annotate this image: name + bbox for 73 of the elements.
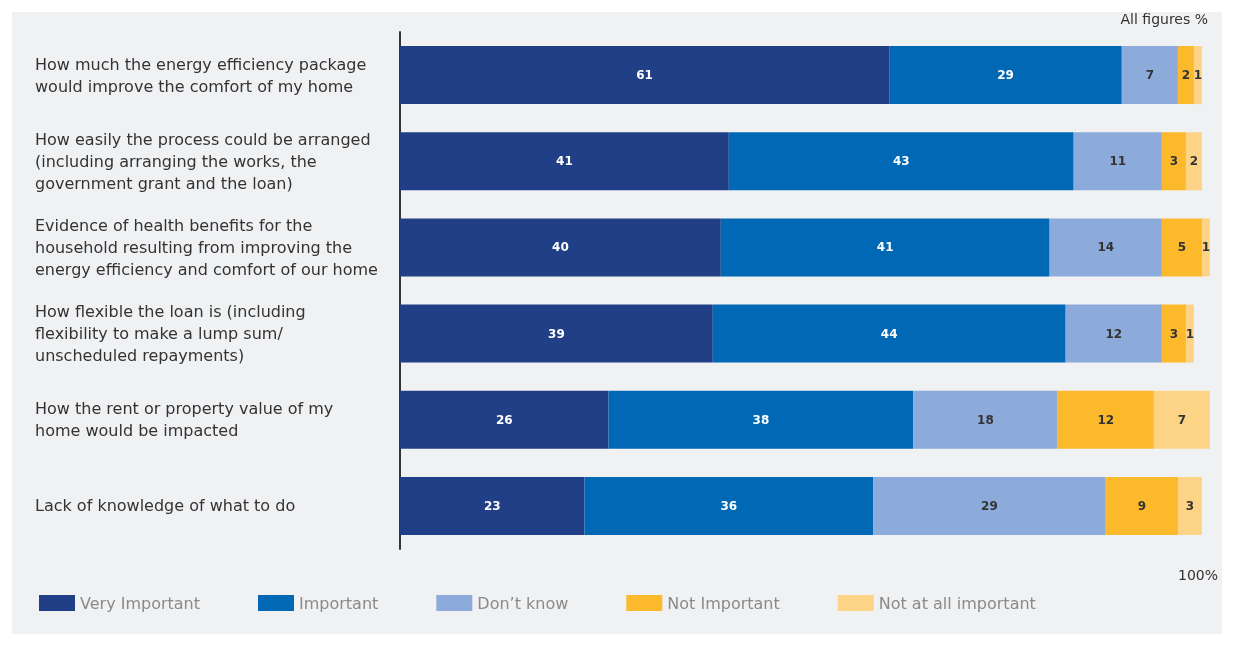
data-label: 9	[1137, 498, 1147, 513]
data-label: 3	[1185, 498, 1195, 513]
y-tick-label: How flexible the loan is (including flexibility to make a lump sum/ unscheduled repayments)	[35, 302, 311, 366]
legend-label: Not Important	[667, 593, 780, 613]
bar	[400, 132, 729, 191]
data-label: 11	[1109, 154, 1127, 169]
data-label: 36	[720, 498, 738, 513]
data-label: 3	[1169, 154, 1179, 169]
data-label: 18	[977, 412, 994, 427]
bar	[1177, 476, 1202, 535]
bar	[728, 132, 1074, 191]
bar	[889, 46, 1122, 105]
bar	[720, 218, 1050, 277]
bar	[873, 476, 1106, 535]
data-label: 40	[552, 240, 569, 255]
data-label: 29	[981, 498, 998, 513]
bar	[400, 476, 585, 535]
bar	[1201, 218, 1210, 277]
bar	[1185, 304, 1194, 363]
data-label: 41	[876, 240, 894, 255]
bar	[400, 218, 721, 277]
text: 100%	[1177, 567, 1219, 583]
data-label: 26	[495, 412, 513, 427]
bar	[1161, 218, 1202, 277]
data-label: 23	[483, 498, 501, 513]
data-label: 1	[1185, 326, 1195, 341]
bar	[584, 476, 874, 535]
data-label: 38	[752, 412, 770, 427]
bar	[1193, 46, 1202, 105]
bar	[1049, 218, 1162, 277]
bar	[400, 46, 890, 105]
data-label: 2	[1181, 68, 1191, 83]
bar	[1161, 304, 1186, 363]
bar	[608, 390, 914, 449]
bar	[400, 390, 609, 449]
data-label: 43	[892, 154, 910, 169]
text: All figures %	[1120, 11, 1209, 27]
bar	[1073, 132, 1162, 191]
legend-label: Very Important	[80, 593, 200, 613]
bar	[1121, 46, 1178, 105]
bar	[1065, 304, 1162, 363]
data-label: 7	[1177, 412, 1187, 427]
data-label: 1	[1193, 68, 1203, 83]
data-label: 12	[1097, 412, 1115, 427]
bar	[712, 304, 1066, 363]
data-label: 61	[636, 68, 653, 83]
bar	[1105, 476, 1178, 535]
legend-label: Don’t know	[477, 593, 569, 613]
bar	[913, 390, 1058, 449]
data-label: 3	[1169, 326, 1179, 341]
data-label: 39	[548, 326, 565, 341]
data-label: 5	[1177, 240, 1187, 255]
bar	[1161, 132, 1186, 191]
data-label: 12	[1105, 326, 1123, 341]
bar	[1185, 132, 1202, 191]
legend-label: Important	[299, 593, 379, 613]
y-tick-label: Lack of knowledge of what to do	[35, 496, 296, 516]
data-label: 29	[997, 68, 1014, 83]
data-label: 1	[1201, 240, 1211, 255]
data-label: 2	[1189, 154, 1199, 169]
legend-label: Not at all important	[878, 593, 1036, 613]
data-label: 7	[1145, 68, 1155, 83]
bar	[1057, 390, 1154, 449]
data-label: 44	[880, 326, 898, 341]
y-tick-label: Evidence of health benefits for the household resulting from improving the energy efficiency and comfort of our home	[35, 215, 378, 279]
data-label: 41	[556, 154, 573, 169]
y-tick-label: How easily the process could be arranged (including arranging the works, the government grant and the loan)	[35, 129, 376, 193]
y-tick-label: How much the energy efficiency package would improve the comfort of my home	[35, 54, 372, 96]
data-label: 14	[1097, 240, 1115, 255]
bar	[1153, 390, 1210, 449]
y-tick-label: How the rent or property value of my home would be impacted	[35, 399, 339, 441]
bar	[1177, 46, 1194, 105]
bar	[400, 304, 713, 363]
